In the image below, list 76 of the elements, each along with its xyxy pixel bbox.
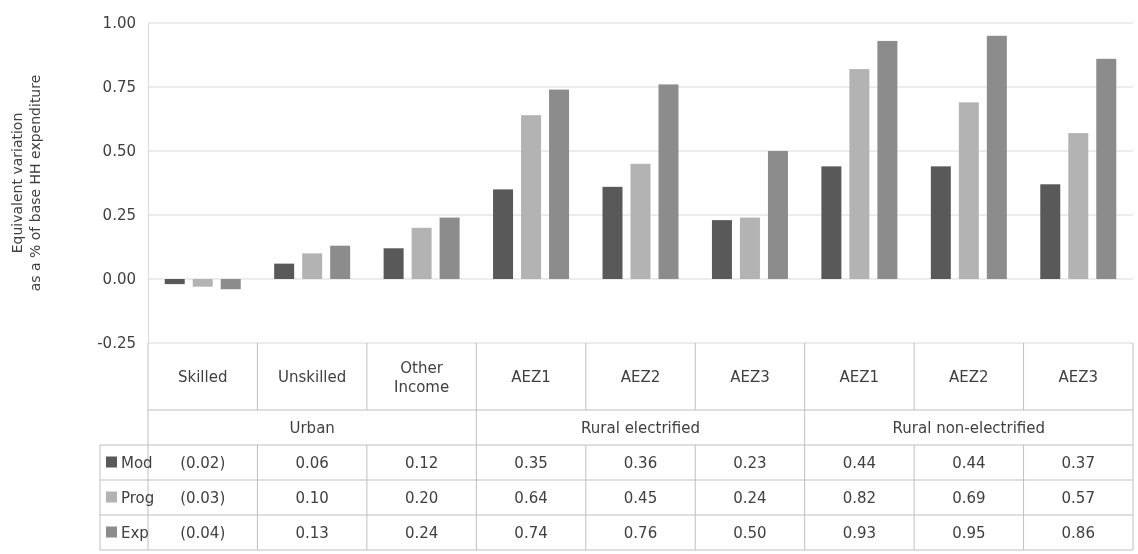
bar [411, 227, 432, 279]
bar [220, 279, 241, 290]
bar [986, 35, 1007, 279]
x-tick-label: AEZ1 [511, 367, 551, 386]
y-tick-label: 0.00 [102, 270, 136, 289]
y-tick-label: 1.00 [102, 14, 136, 33]
data-label: 0.24 [404, 523, 439, 542]
y-tick-label: 0.50 [102, 142, 136, 161]
data-label: 0.76 [623, 523, 658, 542]
legend-label: Exp [121, 523, 149, 542]
bar [630, 163, 651, 279]
x-tick-label: AEZ3 [730, 367, 770, 386]
bar [767, 151, 788, 279]
bar [330, 245, 351, 279]
bar [439, 217, 460, 279]
legend-label: Mod [121, 453, 153, 472]
data-label: 0.74 [514, 523, 548, 542]
data-label: 0.50 [733, 523, 767, 542]
data-label: (0.03) [180, 488, 226, 507]
text: Urban [289, 418, 335, 437]
data-label: 0.95 [952, 523, 986, 542]
data-label: 0.82 [842, 488, 877, 507]
data-label: 0.44 [842, 453, 877, 472]
x-tick-label: Skilled [177, 367, 228, 386]
data-label: 0.44 [952, 453, 986, 472]
bar [521, 115, 542, 279]
bar [849, 69, 870, 279]
data-label: 0.64 [514, 488, 548, 507]
data-label: 0.23 [733, 453, 767, 472]
bar [383, 248, 404, 279]
bar [1040, 184, 1061, 279]
y-axis-title: Equivalent variation as a % of base HH expenditure [9, 74, 43, 292]
bar [1068, 133, 1089, 279]
bar [192, 279, 213, 287]
data-label: 0.20 [404, 488, 439, 507]
bar [549, 89, 570, 279]
x-tick-label: AEZ3 [1058, 367, 1099, 386]
y-tick-label: 0.25 [102, 206, 136, 225]
data-label: 0.06 [295, 453, 329, 472]
data-label: 0.10 [295, 488, 329, 507]
data-label: 0.57 [1061, 488, 1095, 507]
y-tick-label: 0.75 [102, 78, 136, 97]
data-label: 0.12 [404, 453, 439, 472]
text: Rural non-electrified [892, 418, 1046, 437]
bar [930, 166, 951, 279]
text: Rural electrified [581, 418, 700, 437]
data-label: 0.69 [952, 488, 986, 507]
data-label: 0.13 [295, 523, 329, 542]
bar [711, 220, 732, 279]
data-label: 0.35 [514, 453, 548, 472]
x-tick-label: AEZ2 [949, 367, 989, 386]
bar [821, 166, 842, 279]
bar [739, 217, 760, 279]
bar [602, 186, 623, 279]
data-label: 0.86 [1061, 523, 1095, 542]
x-tick-label: AEZ2 [620, 367, 661, 386]
bar [958, 102, 979, 279]
bar [493, 189, 514, 279]
bar [302, 253, 323, 279]
x-tick-label: Unskilled [278, 367, 347, 386]
data-label: 0.45 [623, 488, 658, 507]
bar [1096, 58, 1117, 279]
x-tick-label: AEZ1 [839, 367, 880, 386]
data-label: 0.93 [842, 523, 877, 542]
bar [274, 263, 295, 279]
legend-label: Prog [121, 488, 155, 507]
bar [164, 279, 185, 285]
y-tick-label: -0.25 [97, 334, 136, 353]
x-tick-label: Other Income [394, 358, 450, 396]
data-label: (0.02) [180, 453, 226, 472]
data-label: 0.24 [733, 488, 767, 507]
data-label: (0.04) [180, 523, 226, 542]
data-label: 0.37 [1061, 453, 1095, 472]
bar [877, 40, 898, 279]
data-label: 0.36 [623, 453, 658, 472]
bar [658, 84, 679, 279]
